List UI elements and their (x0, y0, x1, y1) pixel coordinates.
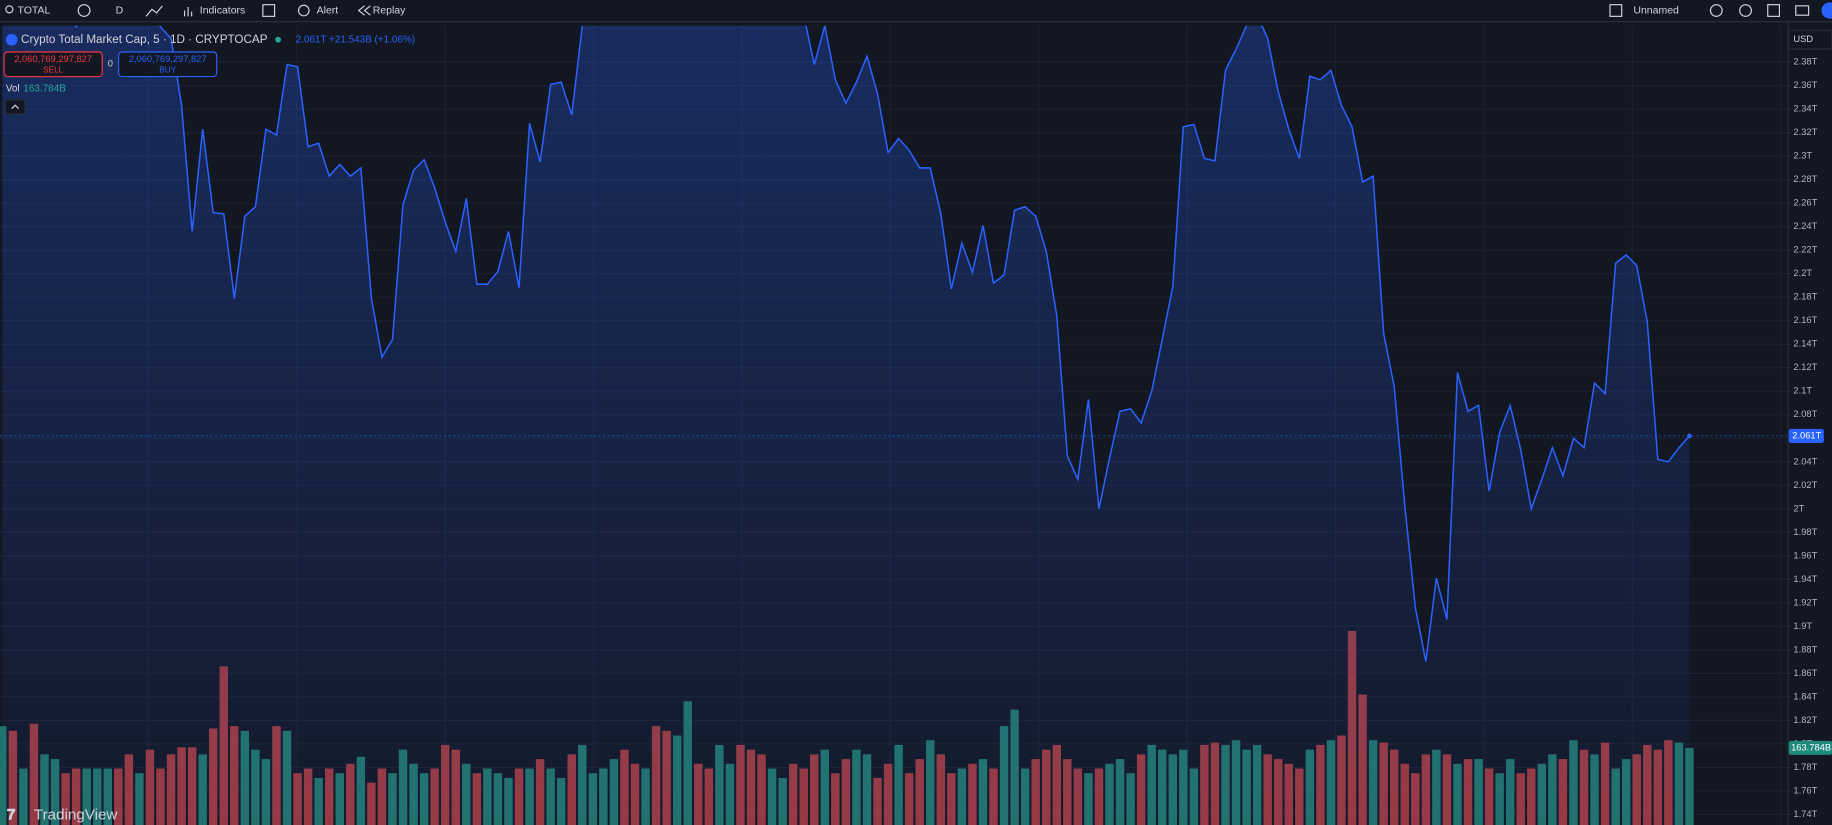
y-tick-label: 2.2T (1793, 268, 1812, 278)
y-tick-label: 1.82T (1793, 715, 1817, 725)
y-tick-label: 2.3T (1793, 151, 1812, 161)
collapse-legend[interactable] (4, 99, 26, 115)
last-price-dot (1687, 433, 1692, 439)
y-tick-label: 1.76T (1793, 785, 1817, 795)
y-tick-label: 2.18T (1793, 292, 1817, 302)
price-axis: 1.74T1.76T1.78T1.8T1.82T1.84T1.86T1.88T1… (1787, 57, 1832, 819)
y-tick-label: 2.02T (1793, 480, 1817, 490)
indicators-button[interactable]: Indicators (200, 4, 246, 16)
search-icon[interactable] (5, 5, 14, 14)
y-tick-label: 2.32T (1793, 127, 1817, 137)
y-tick-label: 2.36T (1793, 80, 1817, 90)
brand-logo: 𝟕 (7, 807, 16, 824)
alert-button[interactable]: Alert (317, 4, 339, 16)
y-tick-label: 1.9T (1793, 621, 1812, 631)
price-label: 2.061T (1792, 430, 1821, 440)
interval[interactable]: D (116, 4, 124, 16)
y-tick-label: 2.08T (1793, 409, 1817, 419)
volume-label: 163.784B (1791, 742, 1831, 752)
fullscreen[interactable] (1767, 4, 1781, 17)
y-tick-label: 2.22T (1793, 245, 1817, 255)
buy-price: 2,060,769,297,827 (129, 54, 207, 64)
y-tick-label: 2.1T (1793, 386, 1812, 396)
replay-icon (357, 5, 371, 16)
add-symbol[interactable] (77, 4, 91, 17)
area-fill (2, 25, 1690, 825)
volume-legend-value: 163.784B (23, 83, 66, 94)
y-tick-label: 2.16T (1793, 315, 1817, 325)
y-tick-label: 2.04T (1793, 456, 1817, 466)
quick-search[interactable] (1709, 4, 1723, 17)
price-label-box (1788, 428, 1824, 443)
y-tick-label: 2.38T (1793, 57, 1817, 67)
y-tick-label: 1.96T (1793, 550, 1817, 560)
symbol-logo (5, 33, 18, 46)
y-tick-label: 2.14T (1793, 339, 1817, 349)
brand[interactable]: TradingView (34, 807, 118, 824)
y-tick-label: 2.28T (1793, 174, 1817, 184)
buy-label: BUY (159, 65, 176, 74)
y-tick-label: 1.74T (1793, 809, 1817, 819)
volume-legend: Vol (6, 83, 20, 94)
collapse-icon (11, 104, 20, 110)
indicators-icon (184, 7, 193, 17)
sell-price: 2,060,769,297,827 (14, 54, 92, 64)
y-tick-label: 2T (1793, 503, 1804, 513)
legend-change: 2.061T +21.543B (+1.06%) (296, 34, 416, 45)
y-tick-label: 1.84T (1793, 691, 1817, 701)
alert-icon (297, 4, 310, 17)
snapshot[interactable] (1795, 5, 1810, 16)
sell-label: SELL (43, 65, 63, 74)
user-avatar[interactable] (1821, 2, 1832, 19)
y-tick-label: 2.26T (1793, 198, 1817, 208)
volume-label-box (1788, 740, 1832, 755)
templates-icon[interactable] (262, 4, 276, 17)
settings[interactable] (1739, 4, 1752, 17)
price-line (74, 25, 1691, 662)
y-tick-label: 1.94T (1793, 574, 1817, 584)
y-tick-label: 2.24T (1793, 221, 1817, 231)
currency[interactable]: USD (1793, 34, 1813, 44)
y-tick-label: 2.12T (1793, 362, 1817, 372)
chart-type-icon[interactable] (145, 5, 163, 17)
sell-button[interactable] (3, 51, 103, 78)
spread: 0 (108, 59, 113, 69)
y-tick-label: 1.92T (1793, 597, 1817, 607)
layout-name[interactable]: Unnamed (1633, 4, 1679, 16)
buy-button[interactable] (118, 51, 218, 78)
y-tick-label: 1.98T (1793, 527, 1817, 537)
y-tick-label: 1.88T (1793, 644, 1817, 654)
legend-title: Crypto Total Market Cap, 5 · 1D · CRYPTO… (21, 33, 268, 46)
y-tick-label: 2.34T (1793, 104, 1817, 114)
y-tick-label: 1.78T (1793, 762, 1817, 772)
symbol[interactable]: TOTAL (18, 4, 51, 16)
layout-checkbox[interactable] (1609, 4, 1623, 17)
plot (0, 25, 1788, 825)
y-tick-label: 1.86T (1793, 668, 1817, 678)
toolbar (0, 0, 1832, 22)
market-status (275, 36, 281, 43)
replay-button[interactable]: Replay (373, 4, 406, 16)
